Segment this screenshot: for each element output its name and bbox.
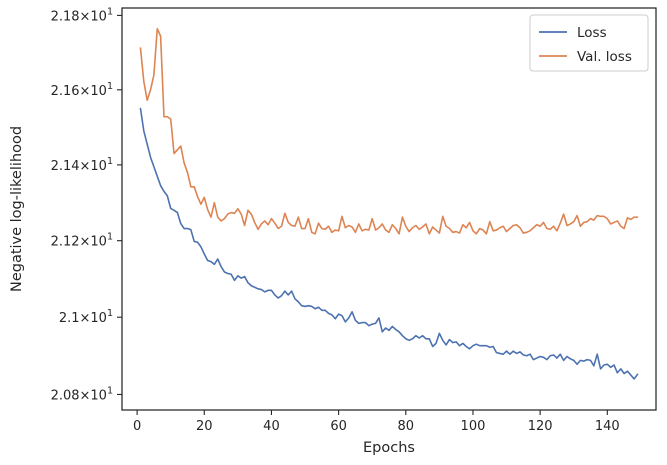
series-line-val-loss	[139, 27, 639, 235]
y-tick-label: 2.18×101	[51, 6, 113, 24]
legend-box	[529, 14, 649, 72]
y-axis-label: Negative log-likelihood	[9, 126, 25, 292]
legend-label: Val. loss	[577, 49, 632, 65]
legend-label: Loss	[577, 25, 607, 41]
x-tick-label: 80	[398, 419, 415, 434]
x-tick-label: 60	[330, 419, 347, 434]
plot-frame	[121, 7, 657, 411]
x-tick-label: 100	[461, 419, 486, 434]
x-tick-label: 140	[595, 419, 620, 434]
x-tick-label: 0	[133, 419, 141, 434]
x-axis-ticks: 0 20 40 60 80 100 120 140	[133, 410, 620, 434]
y-tick-label: 2.16×101	[51, 81, 113, 99]
x-tick-label: 40	[263, 419, 280, 434]
y-tick-label: 2.12×101	[51, 232, 113, 250]
x-tick-label: 120	[528, 419, 553, 434]
legend: Loss Val. loss	[529, 14, 649, 72]
y-axis-ticks: 2.08×101 2.1×101 2.12×101 2.14×101 2.16×101 2…	[51, 6, 122, 403]
x-tick-label: 20	[196, 419, 213, 434]
series-line-loss	[139, 107, 639, 380]
x-axis-label: Epochs	[363, 440, 415, 456]
y-tick-label: 2.14×101	[51, 156, 113, 174]
y-tick-label: 2.08×101	[51, 385, 113, 403]
series-layer	[139, 27, 639, 380]
y-tick-label: 2.1×101	[59, 308, 113, 326]
